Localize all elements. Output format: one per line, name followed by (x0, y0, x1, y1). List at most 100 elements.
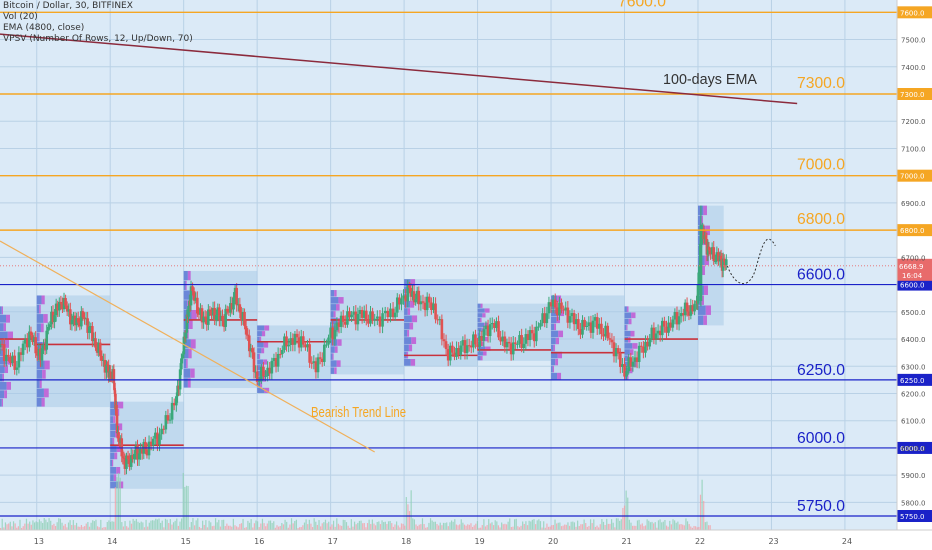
volume-bar (119, 477, 121, 530)
candle-body (648, 338, 651, 347)
candle-body (480, 336, 484, 341)
candle-body (524, 334, 528, 344)
volume-bar (397, 525, 399, 530)
ema-indicator-label[interactable]: EMA (4800, close) (3, 23, 85, 33)
candle-body (176, 385, 179, 397)
volume-bar (85, 523, 87, 530)
candle-body (644, 341, 647, 353)
candle-body (371, 311, 374, 321)
candle-body (87, 326, 91, 333)
volume-indicator-label[interactable]: Vol (20) (3, 12, 38, 22)
candle-body (457, 347, 460, 355)
profile-row-down (3, 323, 6, 332)
candle-body (663, 320, 666, 327)
volume-bar (653, 523, 655, 530)
profile-row-up (0, 365, 5, 374)
profile-row-down (118, 401, 124, 409)
volume-bar (560, 526, 563, 530)
candle-body (170, 403, 174, 420)
candle-body (310, 362, 314, 364)
volume-bar (491, 522, 493, 530)
volume-bar (263, 523, 265, 530)
volume-bar (84, 526, 86, 530)
volume-bar (74, 525, 76, 530)
volume-bar (640, 524, 642, 530)
volume-bar (467, 524, 469, 530)
candle-body (671, 319, 675, 328)
price-axis-tick-label: 5800.0 (901, 499, 926, 507)
candle-body (414, 299, 417, 303)
profile-row-down (113, 474, 117, 482)
volume-bar (258, 527, 260, 530)
profile-row-up (36, 295, 42, 305)
volume-bar (480, 527, 482, 530)
volume-bar (641, 523, 643, 530)
resistance-level-label: 7600.0 (618, 0, 666, 10)
price-level-tag-text: 5750.0 (900, 513, 925, 521)
volume-bar (394, 524, 396, 530)
volume-bar (473, 525, 475, 530)
volume-bar (556, 523, 558, 530)
volume-bar (428, 522, 430, 530)
candle-body (266, 367, 269, 377)
candle-body (123, 458, 127, 469)
candle-body (109, 371, 113, 379)
candle-body (698, 264, 701, 273)
candle-body (339, 315, 343, 327)
candle-body (229, 303, 232, 313)
profile-row-down (555, 337, 560, 345)
symbol-title[interactable]: Bitcoin / Dollar, 30, BITFINEX (3, 1, 133, 11)
candle-body (398, 297, 401, 305)
candle-body (558, 302, 561, 316)
profile-row-down (483, 336, 488, 342)
volume-bar (675, 522, 677, 530)
volume-bar (19, 519, 21, 530)
volume-bar (63, 525, 65, 530)
volume-bar (682, 524, 684, 530)
volume-bar (674, 520, 676, 530)
candle-body (446, 349, 450, 361)
candle-body (264, 376, 267, 378)
volume-bar (11, 526, 13, 530)
candle-body (421, 301, 425, 303)
candle-body (669, 322, 672, 328)
volume-bar (533, 519, 535, 530)
volume-bar (45, 519, 47, 530)
vpsv-indicator-label[interactable]: VPSV (Number Of Rows, 12, Up/Down, 70) (3, 34, 193, 44)
candle-body (327, 337, 330, 345)
profile-row-down (116, 445, 122, 452)
volume-bar (121, 522, 123, 530)
volume-bar (328, 521, 330, 530)
profile-row-down (38, 332, 40, 342)
candle-body (681, 313, 685, 316)
candle-body (329, 327, 332, 338)
profile-row-down (700, 215, 703, 226)
candle-body (100, 355, 104, 361)
profile-row-down (410, 358, 416, 366)
profile-row-down (186, 329, 189, 339)
volume-bar (113, 521, 115, 530)
candle-body (365, 310, 368, 322)
candle-body (272, 358, 276, 361)
volume-bar (239, 524, 241, 530)
candle-body (356, 313, 360, 325)
candle-body (28, 331, 31, 348)
candle-body (358, 309, 362, 314)
candle-body (289, 338, 293, 345)
candle-body (213, 307, 216, 321)
volume-bar (257, 521, 259, 530)
candle-body (120, 438, 124, 457)
volume-bar (274, 527, 276, 530)
price-level-tag (897, 278, 932, 291)
volume-bar (282, 524, 285, 530)
volume-bar (310, 523, 312, 530)
candle-body (230, 303, 234, 310)
candle-body (574, 319, 578, 325)
candle-body (696, 284, 700, 304)
volume-bar (287, 527, 289, 530)
profile-row-down (112, 437, 115, 445)
profile-row-down (407, 329, 410, 337)
candle-body (702, 228, 706, 240)
volume-bar (465, 525, 467, 530)
